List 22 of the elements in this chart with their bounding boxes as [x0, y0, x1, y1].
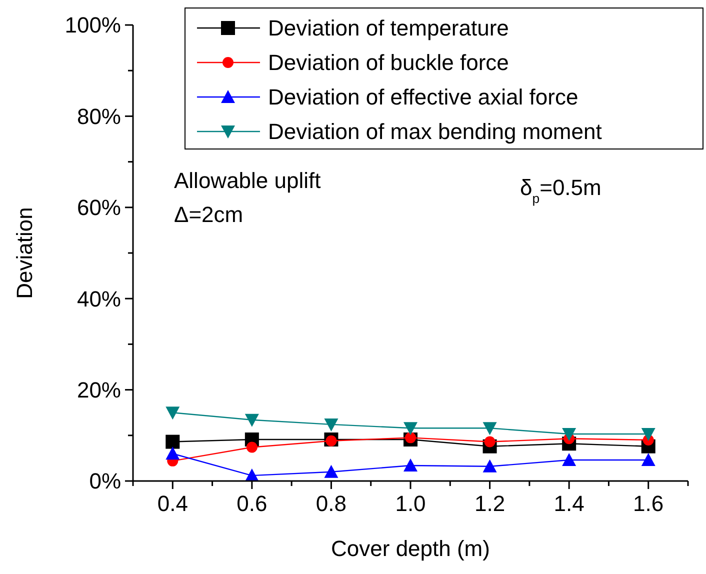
- annotation: Δ=2cm: [174, 202, 244, 227]
- y-tick-label: 40%: [76, 286, 121, 312]
- x-tick-label: 1.0: [395, 491, 426, 516]
- x-axis-title: Cover depth (m): [331, 536, 490, 561]
- y-tick-label: 80%: [76, 104, 121, 129]
- y-axis-title: Deviation: [12, 207, 37, 299]
- x-tick-label: 1.4: [554, 491, 584, 516]
- y-tick-label: 60%: [76, 195, 121, 220]
- legend-label: Deviation of temperature: [268, 16, 509, 41]
- x-tick-label: 0.8: [316, 491, 347, 516]
- annotation: Allowable uplift: [174, 168, 321, 193]
- y-tick-label: 20%: [76, 378, 121, 402]
- y-tick-label: 0%: [89, 468, 121, 494]
- x-tick-label: 0.4: [157, 491, 188, 516]
- legend-label: Deviation of effective axial force: [268, 84, 578, 110]
- x-tick-label: 1.2: [474, 491, 506, 516]
- legend-label: Deviation of buckle force: [268, 50, 509, 76]
- x-tick-label: 1.6: [633, 491, 664, 516]
- annotation: δ$_{p}$=0.5m: [520, 175, 602, 206]
- legend-label: Deviation of max bending moment: [268, 119, 602, 144]
- y-tick-label: 100%: [64, 12, 121, 38]
- x-tick-label: 0.6: [236, 491, 268, 516]
